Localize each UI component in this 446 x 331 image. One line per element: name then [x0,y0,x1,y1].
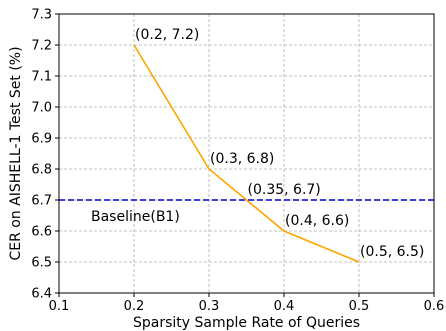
y-tick-label: 7.1 [31,70,52,85]
y-tick-label: 7.3 [31,8,52,23]
axis-ticks: 0.1 0.2 0.3 0.4 0.5 0.6 6.4 6.5 6.6 6.7 6.8 6.9 7.0 7… [31,8,444,315]
y-tick-label: 6.7 [31,194,52,209]
y-tick-label: 6.4 [31,287,52,302]
series-group [133,44,360,263]
y-tick-label: 6.8 [31,163,52,178]
y-tick-label: 6.9 [31,132,52,147]
y-axis-label: CER on AISHELL-1 Test Set (%) [8,46,24,260]
point-label: (0.35, 6.7) [248,182,321,198]
x-tick-label: 0.4 [274,299,295,314]
y-tick-label: 6.6 [31,225,52,240]
point-label: (0.5, 6.5) [360,244,424,260]
point-label: (0.2, 7.2) [135,27,199,43]
y-tick-label: 7.0 [31,101,52,116]
x-tick-label: 0.5 [349,299,370,314]
plot-frame [58,13,435,294]
y-tick-label: 7.2 [31,39,52,54]
x-tick-label: 0.6 [424,299,445,314]
point-labels: (0.2, 7.2) (0.3, 6.8) (0.35, 6.7) (0.4, 6.6… [135,27,424,260]
x-axis-label: Sparsity Sample Rate of Queries [133,315,360,331]
baseline-label: Baseline(B1) [91,209,180,225]
point-label: (0.4, 6.6) [285,213,349,229]
x-tick-label: 0.3 [199,299,220,314]
y-tick-label: 6.5 [31,256,52,271]
x-tick-label: 0.1 [49,299,70,314]
point-label: (0.3, 6.8) [210,151,274,167]
baseline-group: Baseline(B1) [59,199,434,225]
x-tick-label: 0.2 [124,299,145,314]
